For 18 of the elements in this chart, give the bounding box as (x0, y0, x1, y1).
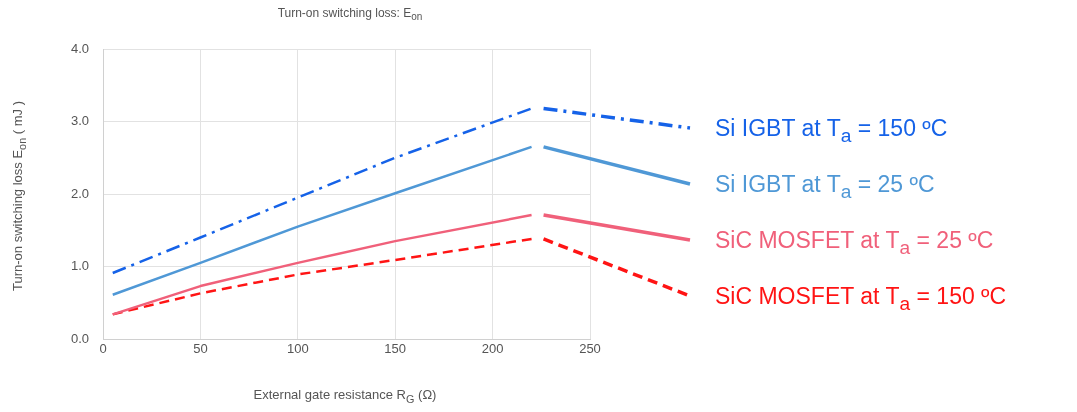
x-tick-label: 150 (384, 341, 407, 357)
x-tick-label: 100 (286, 341, 309, 357)
x-tick-label: 50 (193, 341, 208, 357)
text: SiC MOSFET at T$_{a}$ = 150 ºC (715, 282, 1007, 316)
y-tick-label: 2.0 (70, 185, 89, 201)
chart-title: Turn-on switching loss: E$_{on}$ (276, 6, 424, 23)
text: Si IGBT at T$_{a}$ = 25 ºC (715, 170, 935, 204)
y-tick-label: 3.0 (70, 113, 89, 129)
y-tick-label: 0.0 (70, 330, 89, 346)
x-tick-label: 250 (579, 341, 601, 357)
line-series (111, 107, 533, 275)
x-axis-title: External gate resistance R$_{G}$ (Ω) (252, 387, 438, 405)
x-tick-label: 0 (99, 341, 107, 357)
y-tick-label: 4.0 (70, 40, 89, 56)
text: SiC MOSFET at T$_{a}$ = 25 ºC (715, 226, 994, 260)
text: Si IGBT at T$_{a}$ = 150 ºC (715, 114, 948, 148)
y-tick-label: 1.0 (70, 258, 89, 274)
x-tick-label: 200 (481, 341, 504, 357)
